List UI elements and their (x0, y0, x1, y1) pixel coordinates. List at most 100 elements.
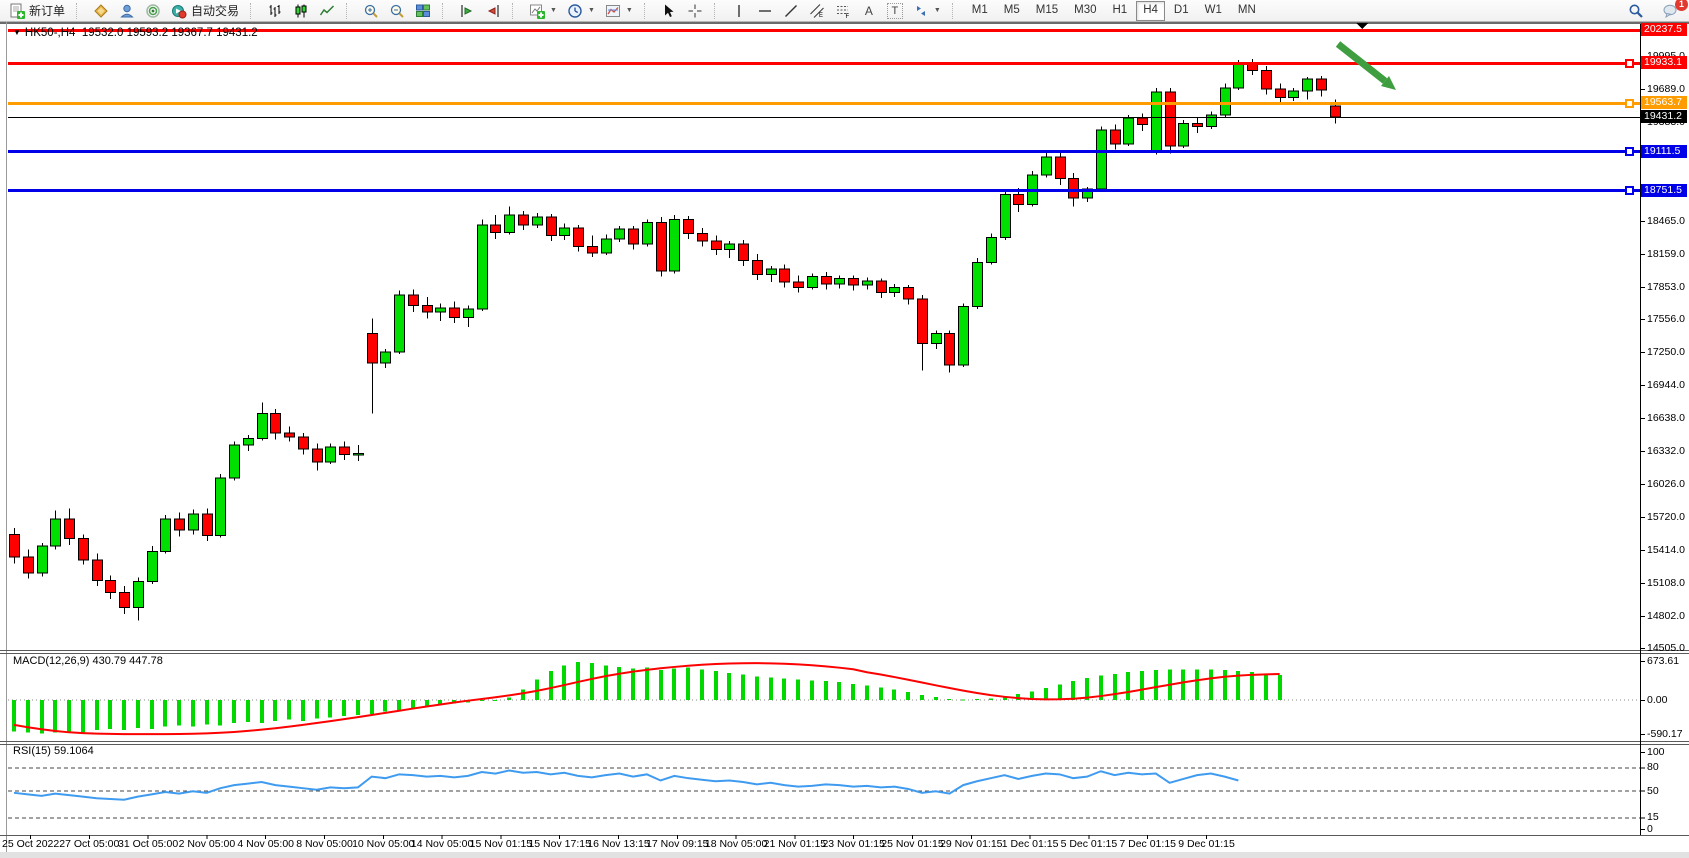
new-order-button[interactable]: 新订单 (4, 2, 70, 19)
crosshair-icon (687, 3, 703, 19)
macd-histogram-bar (1181, 669, 1185, 700)
candle-body (1165, 91, 1176, 147)
arrows-tool-button[interactable]: ▼ (908, 2, 946, 19)
timeframe-m5[interactable]: M5 (1003, 3, 1020, 16)
macd-histogram-bar (411, 700, 415, 709)
cursor-tool-button[interactable] (656, 2, 682, 19)
toolbar-separator (76, 2, 82, 19)
candle-body (821, 276, 832, 285)
annotation-arrow-shaft[interactable] (1335, 41, 1388, 84)
rsi-axis-label: 0 (1647, 823, 1653, 835)
bar-chart-mode-button[interactable] (262, 2, 288, 19)
tile-windows-button[interactable] (410, 2, 436, 19)
macd-histogram-bar (1099, 675, 1103, 700)
price-level-badge: 19111.5 (1641, 144, 1687, 158)
chart-title-collapse-icon[interactable]: ▼ (13, 28, 21, 37)
price-level-handle[interactable] (1625, 59, 1634, 68)
timeframe-h1[interactable]: H1 (1112, 3, 1128, 16)
fibonacci-tool-button[interactable]: F (830, 2, 856, 20)
macd-histogram-bar (53, 700, 57, 733)
candle-body (1316, 78, 1327, 91)
channel-letter: E (819, 13, 823, 19)
price-axis-label: 14802.0 (1647, 610, 1685, 623)
candle-body (862, 280, 873, 286)
timeframe-m30[interactable]: M30 (1074, 3, 1097, 16)
annotation-arrow-head[interactable] (1381, 76, 1396, 90)
macd-histogram-bar (287, 700, 291, 720)
candle-body (133, 581, 144, 609)
macd-histogram-bar (989, 698, 993, 700)
macd-histogram-bar (672, 668, 676, 700)
rsi-axis-label: 100 (1647, 746, 1665, 758)
chart-title: ▼ HK50-,H4 19532.0 19593.2 19367.7 19431.… (13, 27, 258, 39)
price-axis-label: 14505.0 (1647, 642, 1685, 655)
candle-body (298, 436, 309, 450)
indicators-button[interactable]: ▼ (524, 2, 562, 19)
timeframe-m1[interactable]: M1 (971, 3, 988, 16)
price-level-handle[interactable] (1625, 186, 1634, 195)
text-tool-button[interactable]: A (856, 2, 882, 19)
macd-histogram-bar (356, 700, 360, 716)
auto-trading-button[interactable]: 自动交易 (166, 2, 244, 19)
horizontal-line-tool-button[interactable] (752, 2, 778, 19)
timeframe-m15[interactable]: M15 (1035, 3, 1059, 16)
candlestick-icon (293, 3, 309, 19)
trendline-tool-button[interactable] (778, 2, 804, 19)
candle-body (1041, 156, 1052, 176)
candle-body (1178, 122, 1189, 147)
candle-body (23, 556, 34, 574)
macd-histogram-bar (26, 700, 30, 733)
notification-badge: 1 (1675, 0, 1688, 11)
deposit-button[interactable] (88, 2, 114, 19)
periods-button[interactable]: ▼ (562, 2, 600, 19)
gold-coin-icon (93, 3, 109, 19)
timeframe-w1[interactable]: W1 (1204, 3, 1222, 16)
macd-histogram-bar (315, 700, 319, 719)
rsi-axis-label: 15 (1647, 811, 1659, 824)
timeframe-mn[interactable]: MN (1237, 3, 1256, 16)
svg-text:F: F (845, 14, 849, 19)
add-indicator-icon (529, 3, 546, 19)
timeframe-h4[interactable]: H4 (1136, 0, 1165, 21)
line-chart-mode-button[interactable] (314, 2, 340, 19)
notifications-button[interactable]: 1 (1657, 0, 1688, 19)
price-axis-label: 16332.0 (1647, 445, 1685, 458)
time-axis-label: 8 Nov 05:00 (296, 838, 353, 850)
macd-histogram-bar (1154, 670, 1158, 700)
auto-scroll-button[interactable] (480, 2, 506, 19)
candle-body (628, 228, 639, 245)
macd-histogram-bar (108, 700, 112, 729)
vertical-line-tool-button[interactable] (726, 2, 752, 19)
profile-button[interactable] (114, 2, 140, 19)
macd-histogram-bar (1195, 669, 1199, 700)
macd-histogram-bar (906, 691, 910, 700)
equidistant-channel-tool-button[interactable]: E (804, 2, 830, 19)
macd-histogram-bar (686, 667, 690, 700)
zoom-out-button[interactable] (384, 2, 410, 19)
timeframe-group: M1 M5 M15 M30 H1 H4 D1 W1 MN (960, 0, 1268, 21)
cursor-arrow-icon (661, 3, 677, 19)
crosshair-tool-button[interactable] (682, 2, 708, 19)
price-axis-label: 16944.0 (1647, 379, 1685, 392)
templates-button[interactable]: ▼ (600, 2, 638, 19)
price-level-handle[interactable] (1625, 99, 1634, 108)
macd-histogram-bar (947, 698, 951, 700)
macd-histogram-bar (727, 672, 731, 700)
toolbar-separator (442, 2, 448, 19)
timeframe-d1[interactable]: D1 (1173, 3, 1189, 16)
macd-histogram-bar (122, 700, 126, 731)
candle-body (325, 446, 336, 463)
time-axis-label: 27 Oct 05:00 (59, 838, 120, 850)
macd-histogram-bar (562, 665, 566, 700)
candle-body (697, 232, 708, 242)
price-level-handle[interactable] (1625, 147, 1634, 156)
text-label-tool-button[interactable]: T (882, 2, 908, 19)
macd-histogram-bar (659, 669, 663, 700)
clock-icon (567, 3, 583, 19)
chart-shift-button[interactable] (454, 2, 480, 19)
signals-button[interactable] (140, 2, 166, 19)
search-button[interactable] (1623, 2, 1649, 19)
zoom-in-button[interactable] (358, 2, 384, 19)
candlestick-mode-button[interactable] (288, 2, 314, 19)
chart-symbol-period: HK50-,H4 (24, 27, 76, 39)
